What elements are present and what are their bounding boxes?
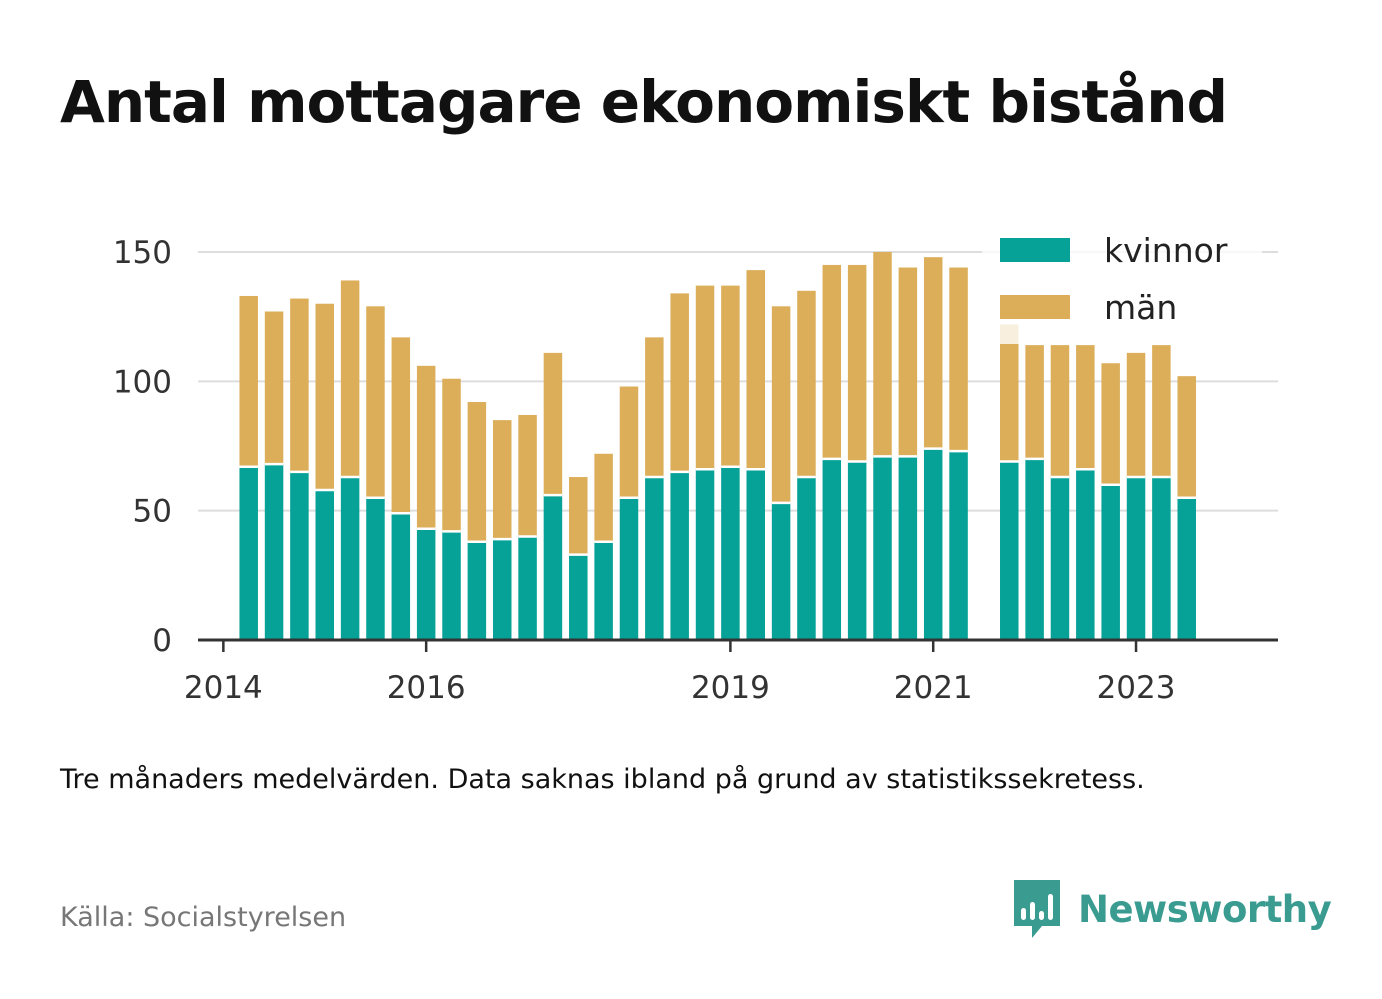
brand-name: Newsworthy xyxy=(1078,887,1332,931)
bar-kvinnor-23 xyxy=(822,458,842,640)
source-credit: Källa: Socialstyrelsen xyxy=(60,902,347,933)
bar-man-1 xyxy=(264,311,284,465)
bar-kvinnor-1 xyxy=(264,464,284,640)
legend-label-1: män xyxy=(1104,288,1177,327)
bar-man-34 xyxy=(1101,363,1120,485)
x-tick-label-2023: 2023 xyxy=(1097,670,1176,706)
bar-man-0 xyxy=(239,295,258,467)
legend-swatch-0 xyxy=(1000,238,1070,262)
bar-kvinnor-31 xyxy=(1025,458,1044,640)
bar-man-15 xyxy=(619,386,639,498)
bar-man-30 xyxy=(1000,324,1019,462)
bar-man-19 xyxy=(721,285,740,467)
y-tick-label-0: 0 xyxy=(152,623,172,659)
bar-man-27 xyxy=(923,257,943,449)
bar-kvinnor-33 xyxy=(1076,469,1095,640)
newsworthy-logo-icon xyxy=(1014,880,1060,938)
y-tick-label-100: 100 xyxy=(113,364,172,400)
bar-man-28 xyxy=(949,267,968,452)
bar-man-16 xyxy=(645,337,664,478)
legend-label-0: kvinnor xyxy=(1104,231,1228,270)
bar-kvinnor-21 xyxy=(771,502,791,640)
bar-kvinnor-7 xyxy=(416,528,436,640)
bar-man-37 xyxy=(1177,376,1196,498)
bar-man-35 xyxy=(1126,352,1146,478)
bar-kvinnor-15 xyxy=(619,497,639,640)
bar-man-25 xyxy=(873,252,892,457)
bar-man-10 xyxy=(492,420,512,540)
bar-man-24 xyxy=(847,264,867,462)
bar-kvinnor-16 xyxy=(645,477,664,640)
bar-kvinnor-35 xyxy=(1126,477,1146,640)
bar-kvinnor-32 xyxy=(1050,477,1070,640)
bar-man-20 xyxy=(746,270,765,470)
bar-man-3 xyxy=(315,303,335,490)
bar-kvinnor-26 xyxy=(898,456,918,640)
bar-man-18 xyxy=(695,285,715,470)
bar-man-13 xyxy=(569,477,588,555)
bar-kvinnor-9 xyxy=(467,541,487,640)
bar-kvinnor-27 xyxy=(923,448,943,640)
bar-man-23 xyxy=(822,264,842,459)
bar-kvinnor-2 xyxy=(290,471,309,640)
bar-man-26 xyxy=(898,267,918,457)
brand-logo[interactable]: Newsworthy xyxy=(1012,878,1332,940)
bar-man-7 xyxy=(416,365,436,529)
x-tick-label-2014: 2014 xyxy=(184,670,263,706)
bar-man-8 xyxy=(442,378,461,532)
bar-man-14 xyxy=(594,453,613,542)
bar-man-5 xyxy=(366,306,385,498)
bar-kvinnor-30 xyxy=(1000,461,1019,640)
bar-man-33 xyxy=(1076,345,1095,470)
bar-man-21 xyxy=(771,306,791,503)
chart-title: Antal mottagare ekonomiskt bistånd xyxy=(60,68,1228,136)
x-tick-label-2016: 2016 xyxy=(387,670,466,706)
bar-kvinnor-14 xyxy=(594,541,613,640)
bar-man-17 xyxy=(670,293,689,472)
bar-kvinnor-37 xyxy=(1177,497,1196,640)
bar-kvinnor-20 xyxy=(746,469,765,640)
y-tick-label-50: 50 xyxy=(133,494,172,530)
bar-kvinnor-19 xyxy=(721,466,740,640)
bar-man-2 xyxy=(290,298,309,472)
y-tick-label-150: 150 xyxy=(113,235,172,271)
bar-kvinnor-13 xyxy=(569,554,588,640)
bar-man-22 xyxy=(797,290,816,478)
bar-kvinnor-36 xyxy=(1152,477,1171,640)
bar-kvinnor-11 xyxy=(518,536,537,640)
bar-kvinnor-5 xyxy=(366,497,385,640)
bar-man-4 xyxy=(340,280,360,478)
bar-man-12 xyxy=(543,352,563,496)
legend: kvinnor män xyxy=(982,222,1262,344)
bar-kvinnor-25 xyxy=(873,456,892,640)
bar-kvinnor-3 xyxy=(315,489,335,640)
bar-kvinnor-28 xyxy=(949,451,968,640)
bar-kvinnor-6 xyxy=(391,513,411,640)
bar-kvinnor-10 xyxy=(492,539,512,640)
bar-kvinnor-4 xyxy=(340,477,360,640)
bar-kvinnor-22 xyxy=(797,477,816,640)
bar-man-9 xyxy=(467,402,487,542)
bar-kvinnor-8 xyxy=(442,531,461,640)
bars xyxy=(239,252,1196,640)
bar-kvinnor-0 xyxy=(239,466,258,640)
x-tick-label-2019: 2019 xyxy=(691,670,770,706)
bar-kvinnor-12 xyxy=(543,495,563,640)
bar-man-32 xyxy=(1050,345,1070,478)
bar-man-6 xyxy=(391,337,411,514)
bar-kvinnor-34 xyxy=(1101,484,1120,640)
axes: 0 50 100 150 2014 2016 2019 2021 2023 xyxy=(113,235,1278,706)
x-tick-label-2021: 2021 xyxy=(894,670,973,706)
chart-note: Tre månaders medelvärden. Data saknas ib… xyxy=(60,764,1145,795)
bar-kvinnor-17 xyxy=(670,471,689,640)
bar-kvinnor-24 xyxy=(847,461,867,640)
bar-man-11 xyxy=(518,414,537,537)
bar-man-36 xyxy=(1152,345,1171,478)
bar-kvinnor-18 xyxy=(695,469,715,640)
legend-swatch-1 xyxy=(1000,295,1070,319)
bar-man-31 xyxy=(1025,345,1044,459)
